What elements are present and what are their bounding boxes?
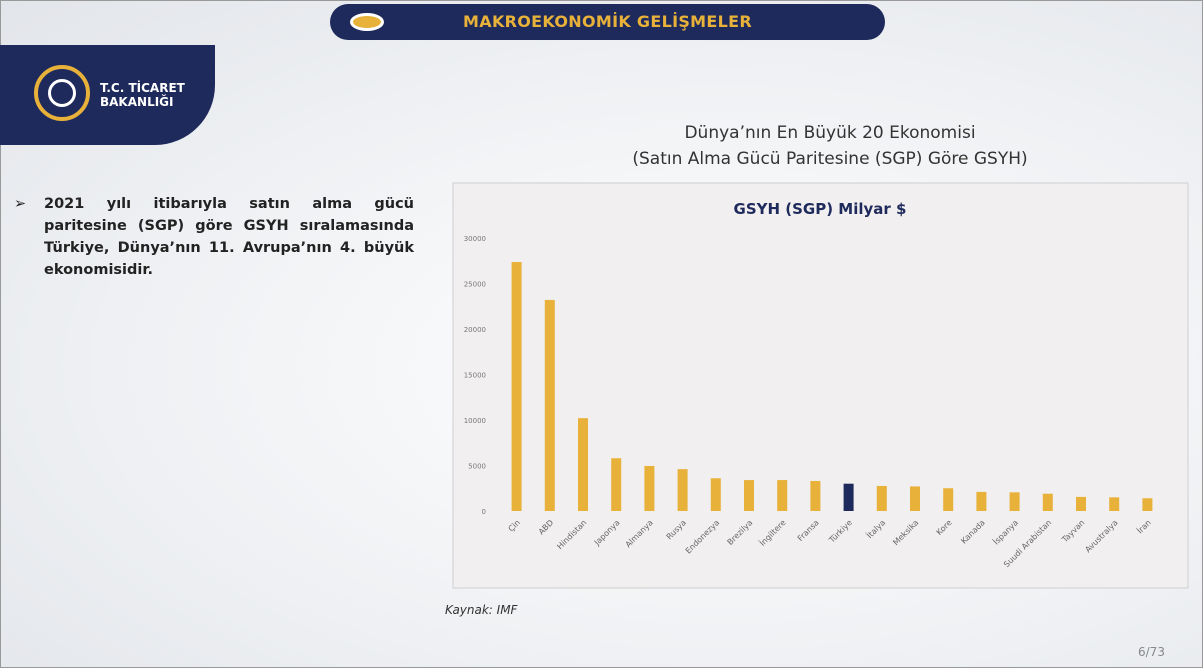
chart-area (452, 182, 1189, 589)
header-bar: MAKROEKONOMİK GELİŞMELER (330, 4, 885, 40)
logo-text: T.C. TİCARET BAKANLIĞI (100, 81, 185, 109)
chart-heading-line: (Satın Alma Gücü Paritesine (SGP) Göre G… (632, 149, 1028, 169)
logo-seal (34, 65, 90, 121)
y-tick-label: 0 (482, 508, 486, 516)
bar (976, 491, 987, 511)
bar (677, 469, 688, 511)
chart: GSYH (SGP) Milyar $ 0 5000 10000 15000 20000… (452, 182, 1189, 589)
bar (1142, 498, 1153, 511)
bar (843, 483, 854, 511)
bar (943, 488, 954, 511)
bar (1009, 492, 1020, 511)
page-number: 6/73 (1138, 645, 1165, 659)
bar (710, 478, 721, 511)
y-tick-label: 25000 (464, 281, 486, 289)
y-tick-label: 30000 (464, 235, 486, 243)
logo: T.C. TİCARET BAKANLIĞI (0, 45, 215, 145)
chart-heading-line: Dünya’nın En Büyük 20 Ekonomisi (684, 123, 976, 143)
bar (777, 480, 788, 511)
bar (511, 262, 522, 511)
bullet: ➢ 2021 yılı itibarıyla satın alma gücü p… (14, 193, 414, 281)
bullet-arrow: ➢ (14, 196, 27, 212)
source: Kaynak: IMF (445, 603, 518, 617)
header-icon (350, 13, 384, 31)
chart-title: GSYH (SGP) Milyar $ (734, 200, 907, 218)
bar (810, 480, 821, 511)
bar (611, 458, 622, 511)
bar (644, 465, 655, 511)
bar (910, 486, 920, 511)
chart-heading: Dünya’nın En Büyük 20 Ekonomisi (Satın A… (560, 120, 1100, 172)
bar (544, 299, 555, 511)
bar (578, 418, 588, 511)
bar (1042, 493, 1053, 511)
y-tick-label: 15000 (464, 372, 486, 380)
bar (1109, 497, 1120, 511)
header-title: MAKROEKONOMİK GELİŞMELER (463, 12, 752, 31)
bullet-text: 2021 yılı itibarıyla satın alma gücü par… (44, 196, 414, 278)
bar (1076, 496, 1086, 511)
y-tick-label: 5000 (468, 463, 486, 471)
bar (876, 485, 887, 511)
y-tick-label: 10000 (464, 417, 486, 425)
y-tick-label: 20000 (464, 326, 486, 334)
bar (744, 480, 754, 511)
